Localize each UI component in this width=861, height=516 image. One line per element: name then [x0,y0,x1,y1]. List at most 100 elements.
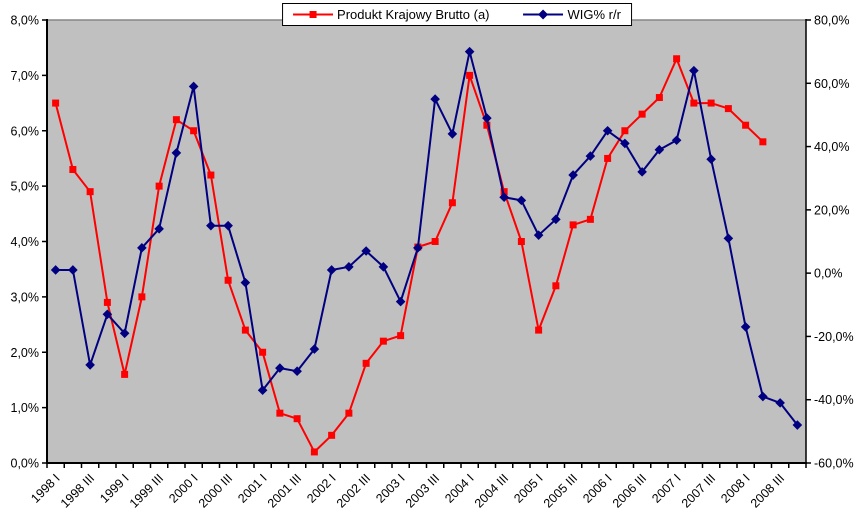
wig-data-point [792,420,803,430]
gdp-data-point [673,55,681,63]
wig-data-point [361,246,371,256]
gdp-data-point [190,127,198,135]
gdp-data-point [586,215,594,223]
wig-data-point [585,151,596,161]
x-axis-tick-label: 2004 III [472,471,511,510]
gdp-data-point [742,121,750,129]
wig-data-point [309,344,320,354]
gdp-data-point [69,166,77,174]
right-axis-tick-label: 0,0% [814,267,843,281]
wig-data-point [188,81,199,92]
wig-line-diamond-marker-icon [523,9,564,20]
wig-data-point [102,309,113,320]
gdp-data-point [638,110,646,118]
wig-data-point [154,224,164,234]
x-axis-tick-label: 2002 III [334,471,373,510]
right-axis-tick-label: 40,0% [814,140,849,154]
x-axis-tick-label: 2001 III [265,471,304,510]
gdp-data-point [431,238,439,245]
x-axis-tick-label: 2007 III [679,471,718,510]
left-axis: 8,0% 7,0% 6,0% 5,0% 4,0% 3,0% 2,0% 1,0% 0,0% [11,14,48,471]
left-axis-tick-label: 5,0% [11,180,40,194]
gdp-data-point [259,348,267,356]
wig-data-point [344,262,354,272]
left-axis-tick-label: 0,0% [11,457,40,471]
gdp-data-point [379,337,387,345]
wig-data-point [637,167,647,177]
gdp-data-point [724,105,732,113]
gdp-line-square-marker-icon [293,11,334,18]
gdp-data-point [552,282,560,290]
gdp-data-point [328,431,336,439]
left-axis-tick-label: 8,0% [11,14,40,28]
wig-data-point [171,148,182,158]
wig-data-point [758,391,768,402]
wig-data-point [240,277,251,288]
series-gdp [52,55,767,456]
wig-data-point [413,243,423,253]
wig-data-point [85,360,95,370]
x-axis-tick-label: 2003 III [403,471,442,510]
right-axis-tick-label: 20,0% [814,203,849,217]
gdp-data-point [483,121,491,129]
gdp-data-point [276,409,284,417]
wig-data-point [740,322,751,332]
legend-item-wig: WIG% r/r [523,6,621,23]
left-axis-tick-label: 4,0% [11,235,40,249]
gdp-data-point [86,188,94,196]
gdp-data-point [655,94,663,102]
gdp-data-point [103,298,111,306]
wig-data-point [499,192,509,202]
gdp-data-point [207,171,215,179]
right-axis-tick-label: 80,0% [814,14,849,28]
gdp-data-point [500,188,508,196]
wig-data-point [533,230,544,240]
wig-data-point [137,243,147,253]
x-axis-tick-label: 1998 III [58,471,97,510]
gdp-data-point [224,276,232,284]
wig-data-point [430,94,440,104]
legend-label-gdp: Produkt Krajowy Brutto (a) [337,7,490,22]
legend-label-wig: WIG% r/r [567,7,621,22]
legend-item-gdp: Produkt Krajowy Brutto (a) [293,6,490,23]
gdp-data-point [345,409,353,417]
gdp-data-point [690,99,698,107]
wig-data-point [292,366,302,377]
right-axis-tick-label: 60,0% [814,77,849,91]
left-axis-tick-label: 1,0% [11,401,40,415]
gdp-data-point [604,154,612,162]
wig-data-point [775,398,785,408]
wig-data-point [50,265,61,275]
wig-data-point [723,233,734,244]
wig-data-point [706,154,716,165]
wig-data-point [257,385,268,396]
gdp-data-point [759,138,767,146]
legend: Produkt Krajowy Brutto (a) WIG% r/r [282,3,632,26]
wig-data-point [602,125,613,136]
wig-data-point [620,138,630,149]
wig-data-point [671,135,682,146]
gdp-data-point [241,326,249,334]
wig-data-point [464,46,475,57]
right-axis: 80,0% 60,0% 40,0% 20,0% 0,0% -20,0% -40,0% -60,… [805,14,854,471]
series-wig [50,46,803,430]
gdp-data-point [155,182,163,190]
wig-data-point [206,220,216,231]
wig-data-point [326,265,337,275]
wig-data-point [119,328,130,339]
right-axis-tick-label: -40,0% [814,393,854,407]
gdp-data-point [52,99,60,107]
wig-data-point [275,363,285,373]
left-axis-tick-label: 7,0% [11,69,40,83]
x-axis-tick-label: 2006 III [610,471,649,510]
wig-data-point [568,170,578,180]
gdp-data-point [707,99,715,107]
x-axis-tick-label: 2000 III [196,471,235,510]
x-axis-tick-label: 2005 III [541,471,580,510]
gdp-data-point [310,448,318,456]
right-axis-tick-label: -60,0% [814,457,854,471]
gdp-data-point [293,415,301,423]
